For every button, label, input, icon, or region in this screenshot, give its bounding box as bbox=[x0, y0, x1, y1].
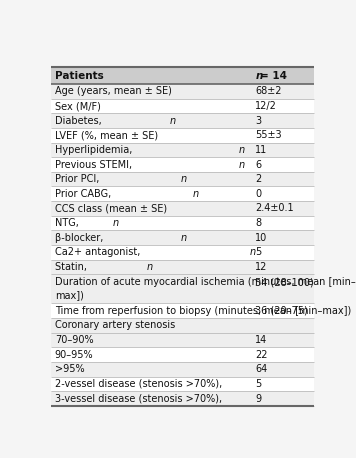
Bar bbox=[51, 114, 252, 128]
Bar bbox=[252, 157, 314, 172]
Bar bbox=[252, 128, 314, 142]
Text: NTG,: NTG, bbox=[55, 218, 82, 228]
Text: 2.4±0.1: 2.4±0.1 bbox=[255, 203, 294, 213]
Text: 12: 12 bbox=[255, 262, 268, 272]
Text: max]): max]) bbox=[55, 290, 84, 300]
Text: 22: 22 bbox=[255, 349, 268, 360]
Text: n: n bbox=[112, 218, 118, 228]
Bar bbox=[252, 99, 314, 114]
Bar bbox=[252, 362, 314, 376]
Bar bbox=[51, 333, 252, 347]
Bar bbox=[252, 114, 314, 128]
Bar bbox=[51, 186, 252, 201]
Bar bbox=[51, 84, 252, 99]
Text: n: n bbox=[255, 71, 263, 81]
Bar bbox=[51, 201, 252, 216]
Bar bbox=[51, 260, 252, 274]
Text: 2: 2 bbox=[255, 174, 261, 184]
Text: β-blocker,: β-blocker, bbox=[55, 233, 106, 243]
Text: Ca2+ antagonist,: Ca2+ antagonist, bbox=[55, 247, 143, 257]
Text: 10: 10 bbox=[255, 233, 267, 243]
Bar bbox=[51, 67, 252, 84]
Bar bbox=[51, 157, 252, 172]
Text: Prior PCI,: Prior PCI, bbox=[55, 174, 102, 184]
Text: 6: 6 bbox=[255, 159, 261, 169]
Text: Time from reperfusion to biopsy (minutes, mean [min–max]): Time from reperfusion to biopsy (minutes… bbox=[55, 306, 351, 316]
Text: n: n bbox=[147, 262, 153, 272]
Text: n: n bbox=[193, 189, 199, 199]
Bar bbox=[252, 201, 314, 216]
Bar bbox=[51, 142, 252, 157]
Text: Coronary artery stenosis: Coronary artery stenosis bbox=[55, 321, 175, 330]
Bar bbox=[252, 172, 314, 186]
Bar bbox=[252, 216, 314, 230]
Bar bbox=[252, 67, 314, 84]
Text: 5: 5 bbox=[255, 247, 261, 257]
Bar bbox=[252, 376, 314, 391]
Text: 36 (20–75): 36 (20–75) bbox=[255, 306, 308, 316]
Text: 0: 0 bbox=[255, 189, 261, 199]
Text: 2-vessel disease (stenosis >70%),: 2-vessel disease (stenosis >70%), bbox=[55, 379, 225, 389]
Text: 70–90%: 70–90% bbox=[55, 335, 93, 345]
Text: 9: 9 bbox=[255, 393, 261, 403]
Bar bbox=[51, 362, 252, 376]
Bar bbox=[51, 245, 252, 260]
Text: 54 (28–100): 54 (28–100) bbox=[255, 278, 314, 288]
Bar bbox=[252, 318, 314, 333]
Text: 12/2: 12/2 bbox=[255, 101, 277, 111]
Bar bbox=[51, 391, 252, 406]
Bar bbox=[252, 84, 314, 99]
Text: Prior CABG,: Prior CABG, bbox=[55, 189, 114, 199]
Text: n: n bbox=[250, 247, 256, 257]
Text: 68±2: 68±2 bbox=[255, 87, 282, 97]
Bar bbox=[51, 216, 252, 230]
Text: CCS class (mean ± SE): CCS class (mean ± SE) bbox=[55, 203, 167, 213]
Bar bbox=[252, 186, 314, 201]
Bar bbox=[252, 347, 314, 362]
Bar bbox=[252, 274, 314, 304]
Text: n: n bbox=[181, 233, 187, 243]
Bar bbox=[51, 230, 252, 245]
Text: Previous STEMI,: Previous STEMI, bbox=[55, 159, 135, 169]
Text: >95%: >95% bbox=[55, 364, 84, 374]
Text: Statin,: Statin, bbox=[55, 262, 90, 272]
Bar bbox=[51, 99, 252, 114]
Bar bbox=[51, 376, 252, 391]
Text: n: n bbox=[169, 116, 176, 125]
Bar bbox=[51, 172, 252, 186]
Bar bbox=[252, 245, 314, 260]
Bar bbox=[252, 391, 314, 406]
Bar bbox=[51, 304, 252, 318]
Bar bbox=[252, 304, 314, 318]
Bar bbox=[51, 128, 252, 142]
Text: n: n bbox=[239, 159, 245, 169]
Bar bbox=[252, 333, 314, 347]
Bar bbox=[51, 347, 252, 362]
Text: = 14: = 14 bbox=[260, 71, 287, 81]
Text: 14: 14 bbox=[255, 335, 267, 345]
Text: 3: 3 bbox=[255, 116, 261, 125]
Bar bbox=[51, 274, 252, 304]
Bar bbox=[252, 260, 314, 274]
Text: 3-vessel disease (stenosis >70%),: 3-vessel disease (stenosis >70%), bbox=[55, 393, 225, 403]
Text: 64: 64 bbox=[255, 364, 267, 374]
Bar bbox=[252, 142, 314, 157]
Text: LVEF (%, mean ± SE): LVEF (%, mean ± SE) bbox=[55, 131, 158, 140]
Bar bbox=[252, 230, 314, 245]
Text: 11: 11 bbox=[255, 145, 267, 155]
Text: Diabetes,: Diabetes, bbox=[55, 116, 105, 125]
Text: 90–95%: 90–95% bbox=[55, 349, 93, 360]
Text: Age (years, mean ± SE): Age (years, mean ± SE) bbox=[55, 87, 172, 97]
Text: 5: 5 bbox=[255, 379, 261, 389]
Text: n: n bbox=[181, 174, 187, 184]
Bar bbox=[51, 318, 252, 333]
Text: Hyperlipidemia,: Hyperlipidemia, bbox=[55, 145, 135, 155]
Text: 8: 8 bbox=[255, 218, 261, 228]
Text: Duration of acute myocardial ischemia (minutes, mean [min–: Duration of acute myocardial ischemia (m… bbox=[55, 278, 355, 288]
Text: 55±3: 55±3 bbox=[255, 131, 282, 140]
Text: n: n bbox=[239, 145, 245, 155]
Text: Patients: Patients bbox=[55, 71, 104, 81]
Text: Sex (M/F): Sex (M/F) bbox=[55, 101, 101, 111]
